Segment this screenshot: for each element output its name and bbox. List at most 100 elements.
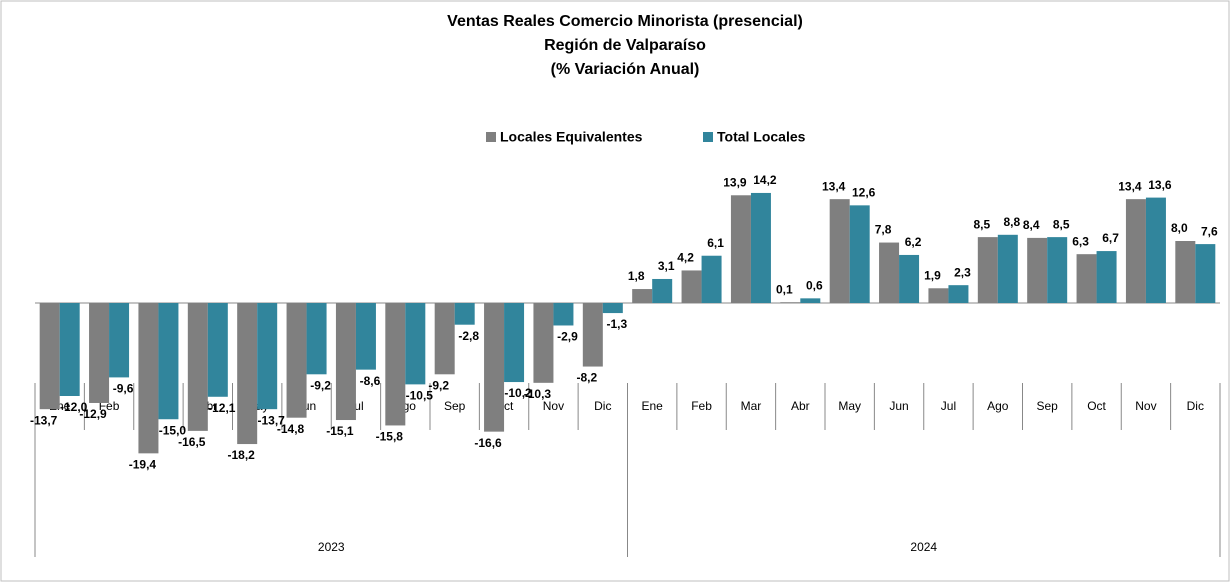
- x-tick-label: Sep: [1037, 399, 1059, 413]
- value-label: 13,6: [1148, 178, 1172, 192]
- value-label: -9,6: [113, 382, 134, 396]
- bar: [237, 303, 258, 445]
- value-label: 8,5: [1053, 217, 1070, 231]
- value-label: 7,8: [875, 223, 892, 237]
- x-tick-label: Mar: [741, 399, 762, 413]
- bar: [39, 303, 60, 410]
- value-label: 14,2: [753, 173, 777, 187]
- bar: [780, 302, 801, 303]
- value-label: -19,4: [129, 458, 157, 472]
- bar: [632, 289, 653, 303]
- bar: [257, 303, 278, 410]
- x-tick-label: Dic: [1187, 399, 1204, 413]
- bar: [1125, 199, 1146, 303]
- group-label: 2023: [318, 540, 345, 554]
- bar: [829, 199, 850, 303]
- bar: [1027, 237, 1048, 303]
- value-label: -2,8: [458, 329, 479, 343]
- value-label: -9,2: [428, 378, 449, 392]
- bar: [681, 270, 702, 303]
- value-label: 13,4: [1118, 179, 1142, 193]
- bar: [109, 303, 130, 378]
- bar: [385, 303, 406, 426]
- value-label: -10,3: [524, 387, 552, 401]
- value-label: 0,1: [776, 282, 793, 296]
- bar: [533, 303, 554, 383]
- group-label: 2024: [910, 540, 937, 554]
- bar: [59, 303, 80, 396]
- x-tick-label: Dic: [594, 399, 611, 413]
- value-label: 13,9: [723, 175, 747, 189]
- bar: [997, 234, 1018, 303]
- bar: [948, 285, 969, 303]
- bar: [602, 303, 623, 314]
- value-label: -12,9: [79, 407, 107, 421]
- bar: [899, 254, 920, 303]
- value-label: -8,2: [576, 371, 597, 385]
- bar: [187, 303, 208, 431]
- x-tick-label: Jul: [941, 399, 956, 413]
- x-tick-label: Sep: [444, 399, 466, 413]
- value-label: -15,1: [326, 424, 354, 438]
- bar: [652, 278, 673, 303]
- value-label: 3,1: [658, 259, 675, 273]
- bar: [1096, 251, 1117, 303]
- legend-label: Locales Equivalentes: [500, 129, 643, 145]
- bar: [158, 303, 179, 420]
- bar: [1145, 197, 1166, 303]
- value-label: -15,8: [376, 430, 404, 444]
- chart-title: (% Variación Anual): [551, 61, 700, 78]
- x-tick-label: Nov: [1135, 399, 1156, 413]
- bar: [730, 195, 751, 303]
- value-label: -8,6: [360, 374, 381, 388]
- value-label: -14,8: [277, 422, 305, 436]
- bar: [553, 303, 574, 326]
- bar: [286, 303, 307, 418]
- x-tick-label: May: [838, 399, 861, 413]
- bar: [701, 255, 722, 303]
- bar: [750, 192, 771, 303]
- x-tick-label: Ene: [642, 399, 664, 413]
- x-tick-label: Abr: [791, 399, 810, 413]
- x-tick-label: Jun: [889, 399, 908, 413]
- chart-title: Región de Valparaíso: [544, 37, 706, 54]
- value-label: -16,6: [474, 436, 502, 450]
- value-label: -12,0: [60, 400, 88, 414]
- value-label: -18,2: [228, 448, 256, 462]
- value-label: -1,3: [606, 317, 627, 331]
- bar: [335, 303, 356, 421]
- value-label: 6,3: [1072, 234, 1089, 248]
- value-label: 7,6: [1201, 224, 1218, 238]
- bar: [434, 303, 455, 375]
- x-tick-label: Ago: [987, 399, 1009, 413]
- value-label: 12,6: [852, 186, 876, 200]
- bar: [1076, 254, 1097, 303]
- bar: [504, 303, 525, 383]
- value-label: -15,0: [159, 423, 187, 437]
- value-label: 1,8: [628, 269, 645, 283]
- bar: [849, 205, 870, 303]
- value-label: -9,2: [310, 378, 331, 392]
- bar: [582, 303, 603, 367]
- bar: [138, 303, 159, 454]
- value-label: -12,1: [208, 401, 236, 415]
- legend-swatch: [703, 132, 713, 142]
- x-tick-label: Feb: [691, 399, 712, 413]
- value-label: 6,2: [905, 235, 922, 249]
- bar: [800, 298, 821, 303]
- bar: [928, 288, 949, 303]
- value-label: 8,8: [1003, 215, 1020, 229]
- value-label: 8,0: [1171, 221, 1188, 235]
- value-label: 4,2: [677, 251, 694, 265]
- bar: [454, 303, 475, 325]
- bar: [1175, 241, 1196, 303]
- value-label: 8,5: [973, 217, 990, 231]
- value-label: 6,1: [707, 236, 724, 250]
- value-label: -13,7: [258, 413, 286, 427]
- value-label: -13,7: [30, 413, 58, 427]
- bar: [306, 303, 327, 375]
- x-tick-label: Nov: [543, 399, 564, 413]
- bar: [89, 303, 110, 403]
- value-label: 0,6: [806, 279, 823, 293]
